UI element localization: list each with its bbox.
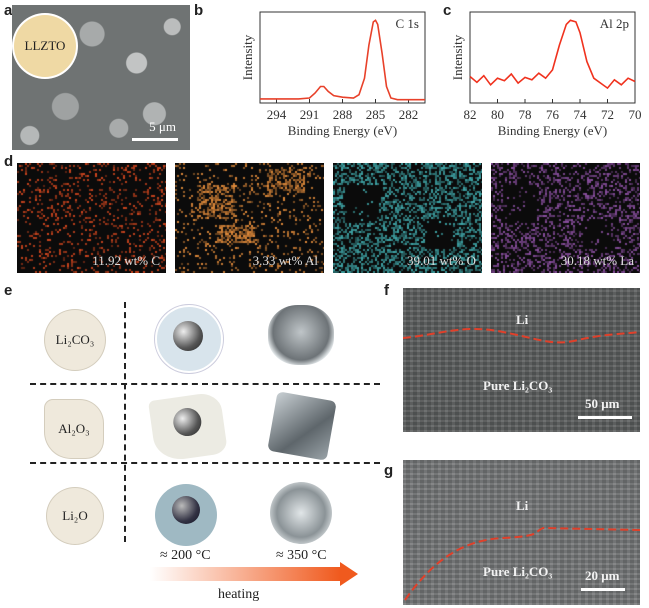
spectrum-annotation: Al 2p [600,16,629,31]
arrow-head-icon [340,562,358,586]
al2o3-200c-photo [148,391,228,463]
eds-map-speckle [333,163,482,273]
x-tick-label: 82 [464,107,477,122]
row-label-li2co3: Li₂CO₃ [55,332,95,347]
li2co3-pellet: Li₂CO₃ [45,310,105,370]
scale-bar-label: 50 μm [585,396,620,411]
llzto-label: LLZTO [24,38,66,53]
li2o-350c-photo [270,482,332,544]
grid-divider-horizontal [30,383,380,385]
spectrum-line [260,19,425,101]
al2o3-350c-photo [267,391,337,461]
scale-bar-label: 5 μm [149,119,176,134]
cross-section-sem-f: Li Pure Li₂CO₃ 50 μm [403,288,640,432]
x-tick-label: 288 [333,107,353,122]
row-label-li2o: Li₂O [62,508,88,523]
li-region-label: Li [516,312,529,327]
li2o-pellet: Li₂O [47,488,103,544]
temp-high-label: ≈ 350 °C [276,548,327,563]
panel-label-b: b [194,2,204,19]
grid-divider-horizontal [30,462,380,464]
llzto-pellet-badge: LLZTO [14,15,76,77]
eds-map-speckle [175,163,324,273]
spectrum-annotation: C 1s [396,16,419,31]
panel-label-e: e [4,282,13,299]
x-tick-label: 74 [574,107,588,122]
interface-dashed-line [403,327,640,344]
heating-arrow [150,567,340,581]
y-axis-label: Intensity [240,34,255,80]
map-label: 30.18 wt% La [560,253,634,268]
li2co3-region-label: Pure Li₂CO₃ [483,564,553,579]
llzto-sem-image: LLZTO 5 μm [12,5,190,150]
x-axis-label: Binding Energy (eV) [288,123,398,138]
eds-map-speckle [17,163,166,273]
x-tick-label: 80 [491,107,504,122]
eds-map-carbon: 11.92 wt% C [17,163,166,273]
x-axis-label: Binding Energy (eV) [498,123,608,138]
y-axis-label: Intensity [450,34,465,80]
row-label-al2o3: Al₂O₃ [58,421,90,436]
li-droplet [172,496,200,524]
panel-label-c: c [443,2,452,19]
grid-divider-vertical [124,302,126,542]
heating-label: heating [218,587,260,602]
map-label: 11.92 wt% C [92,253,160,268]
map-label: 39.01 wt% O [407,253,476,268]
x-tick-label: 285 [366,107,386,122]
x-tick-label: 282 [399,107,419,122]
spectrum-line [469,19,636,90]
scale-bar [581,588,625,591]
x-tick-label: 294 [267,107,287,122]
x-tick-label: 291 [300,107,320,122]
cross-section-sem-g: Li Pure Li₂CO₃ 20 μm [403,460,640,605]
li2o-200c-photo [155,484,217,546]
li-droplet [171,406,204,438]
scale-bar [132,138,178,141]
panel-label-a: a [4,2,13,19]
li-region-label: Li [516,498,529,513]
eds-map-speckle [491,163,640,273]
x-tick-label: 76 [546,107,560,122]
eds-map-lanthanum: 30.18 wt% La [491,163,640,273]
al2o3-pellet: Al₂O₃ [45,400,103,458]
li2co3-200c-photo [155,305,223,373]
panel-label-g: g [384,462,394,479]
eds-map-aluminum: 3.33 wt% Al [175,163,324,273]
eds-map-oxygen: 39.01 wt% O [333,163,482,273]
x-tick-label: 78 [519,107,532,122]
x-tick-label: 70 [629,107,642,122]
scale-bar [578,416,632,419]
li-droplet [173,321,203,351]
interface-dashed-line [404,526,640,601]
temp-low-label: ≈ 200 °C [160,548,211,563]
li2co3-350c-photo [268,305,334,365]
x-tick-label: 72 [601,107,614,122]
map-label: 3.33 wt% Al [252,253,318,268]
al2p-xps-chart: 82 80 78 76 74 72 70 Binding Energy (eV) Intensi… [450,11,642,138]
scale-bar-label: 20 μm [585,568,620,583]
panel-label-d: d [4,153,14,170]
panel-label-f: f [384,282,389,299]
li2co3-region-label: Pure Li₂CO₃ [483,378,553,393]
